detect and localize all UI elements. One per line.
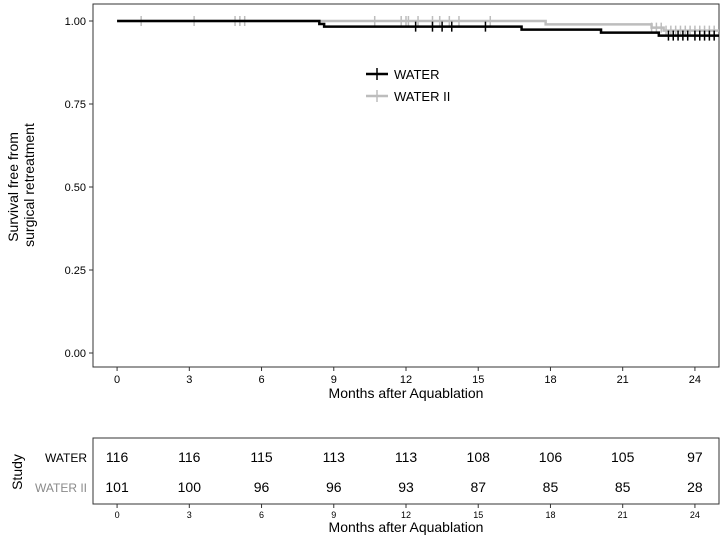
table-x-tick-label: 15 <box>473 510 483 520</box>
table-y-axis-label: Study <box>9 454 25 490</box>
table-cell-water-ii: 100 <box>178 479 202 495</box>
x-axis-ticks: 0 3 6 9 12 15 18 21 24 <box>114 367 701 386</box>
x-axis-label: Months after Aquablation <box>329 385 484 401</box>
x-tick-label: 6 <box>258 374 264 386</box>
table-cell-water: 97 <box>687 449 703 465</box>
survival-curves <box>117 16 719 41</box>
x-tick-label: 9 <box>331 374 337 386</box>
y-tick-label: 1.00 <box>65 16 86 28</box>
legend-label-water: WATER <box>394 67 440 82</box>
table-cell-water-ii: 96 <box>326 479 342 495</box>
table-cell-water-ii: 85 <box>543 479 559 495</box>
x-tick-label: 0 <box>114 374 120 386</box>
table-cell-water: 115 <box>250 449 273 465</box>
legend-item-water: WATER <box>366 67 440 82</box>
plot-frame <box>92 3 720 368</box>
table-cell-water-ii: 93 <box>398 479 414 495</box>
x-tick-label: 15 <box>472 374 484 386</box>
risk-table: Study WATER WATER II 116 116 115 113 113 108 1… <box>9 437 720 535</box>
table-row-label-water-ii: WATER II <box>35 481 87 495</box>
table-cell-water-ii: 101 <box>105 479 129 495</box>
table-row-label-water: WATER <box>45 451 87 465</box>
x-tick-label: 12 <box>400 374 412 386</box>
table-cell-water: 113 <box>323 449 346 465</box>
table-x-tick-label: 24 <box>690 510 700 520</box>
y-tick-label: 0.00 <box>65 348 86 360</box>
x-tick-label: 18 <box>544 374 556 386</box>
table-cell-water-ii: 28 <box>687 479 703 495</box>
table-cell-water: 106 <box>539 449 563 465</box>
x-tick-label: 21 <box>617 374 629 386</box>
table-x-axis-ticks: 0 3 6 9 12 15 18 21 24 <box>115 504 700 520</box>
legend: WATER WATER II <box>366 67 450 104</box>
legend-item-water-ii: WATER II <box>366 89 450 104</box>
survival-curve-water <box>117 19 719 37</box>
table-cell-water: 105 <box>611 449 635 465</box>
table-cell-water-ii: 87 <box>470 479 486 495</box>
table-cells: 116 116 115 113 113 108 106 105 97 101 100 96 96 93 87… <box>105 449 703 495</box>
table-cell-water: 108 <box>467 449 491 465</box>
table-x-tick-label: 0 <box>115 510 120 520</box>
y-tick-label: 0.75 <box>65 99 86 111</box>
table-cell-water-ii: 96 <box>254 479 270 495</box>
legend-label-water-ii: WATER II <box>394 89 450 104</box>
table-x-axis-label: Months after Aquablation <box>329 519 484 535</box>
table-cell-water: 116 <box>178 449 201 465</box>
table-x-tick-label: 21 <box>618 510 628 520</box>
table-x-tick-label: 18 <box>545 510 555 520</box>
table-x-tick-label: 12 <box>401 510 411 520</box>
table-x-tick-label: 6 <box>259 510 264 520</box>
y-tick-label: 0.50 <box>65 182 86 194</box>
table-x-tick-label: 3 <box>187 510 192 520</box>
y-tick-label: 0.25 <box>65 265 86 277</box>
y-axis-label-line-2: surgical retreatment <box>21 123 37 247</box>
table-cell-water-ii: 85 <box>615 479 631 495</box>
x-tick-label: 3 <box>186 374 192 386</box>
y-axis-label-line-1: Survival free from <box>5 132 21 242</box>
table-cell-water: 116 <box>106 449 129 465</box>
y-axis-ticks: 0.00 0.25 0.50 0.75 1.00 <box>65 16 93 360</box>
y-axis-label: Survival free from surgical retreatment <box>5 123 37 247</box>
survival-plot: 0.00 0.25 0.50 0.75 1.00 0 3 6 9 12 15 18 21 24 Mont… <box>5 3 720 401</box>
x-tick-label: 24 <box>689 374 701 386</box>
table-x-tick-label: 9 <box>331 510 336 520</box>
table-cell-water: 113 <box>395 449 418 465</box>
